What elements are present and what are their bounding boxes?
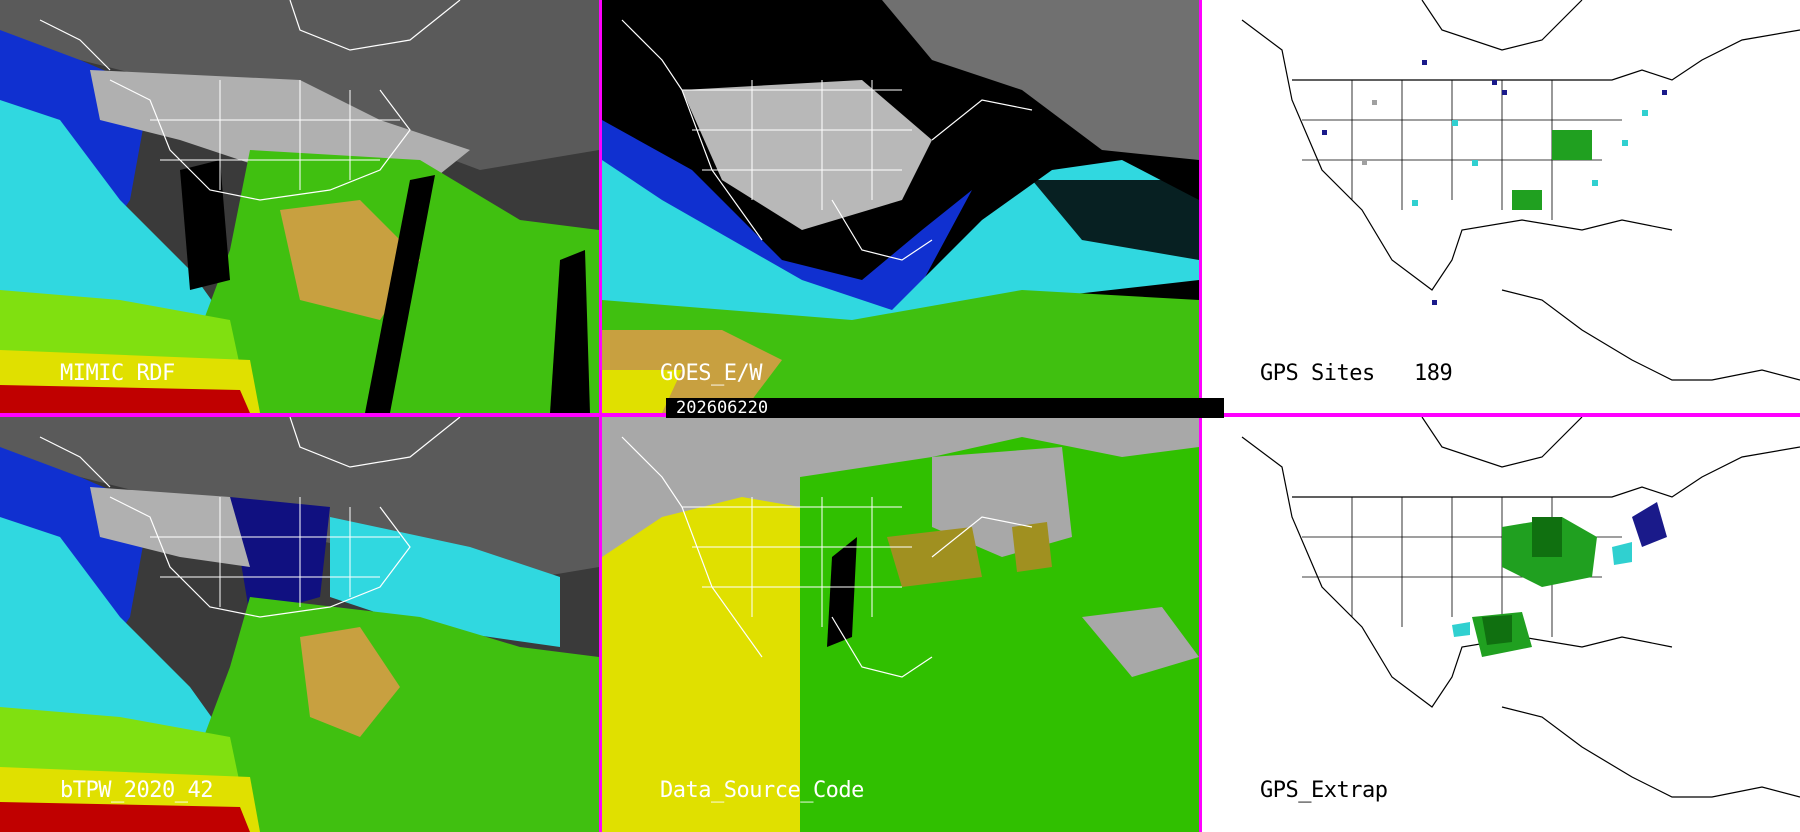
data-source-code-map	[602, 417, 1199, 832]
goes-ew-label: GOES_E/W	[660, 361, 762, 386]
gps-sites-map	[1202, 0, 1800, 413]
btpw-label: bTPW_2020_42	[60, 778, 213, 803]
gps-extrap-map	[1202, 417, 1800, 832]
mimic-rdf-map	[0, 0, 599, 413]
timestamp-bar: 202606220	[666, 398, 1224, 418]
btpw-panel: bTPW_2020_42	[0, 417, 599, 832]
btpw-map	[0, 417, 599, 832]
gps-extrap-fields	[1452, 502, 1667, 657]
data-source-code-label: Data_Source_Code	[660, 778, 864, 803]
goes-ew-map	[602, 0, 1199, 413]
gps-site-markers	[1322, 60, 1667, 305]
gps-sites-label: GPS Sites	[1260, 361, 1375, 386]
mimic-rdf-label: MIMIC RDF	[60, 361, 175, 386]
mimic-rdf-panel: MIMIC RDF	[0, 0, 599, 413]
goes-ew-panel: GOES_E/W	[602, 0, 1199, 413]
gps-extrap-label: GPS_Extrap	[1260, 778, 1388, 803]
gps-extrap-panel: GPS_Extrap	[1202, 417, 1800, 832]
data-source-code-panel: Data_Source_Code	[602, 417, 1199, 832]
gps-sites-panel: GPS Sites 189	[1202, 0, 1800, 413]
gps-sites-count: 189	[1414, 361, 1453, 386]
